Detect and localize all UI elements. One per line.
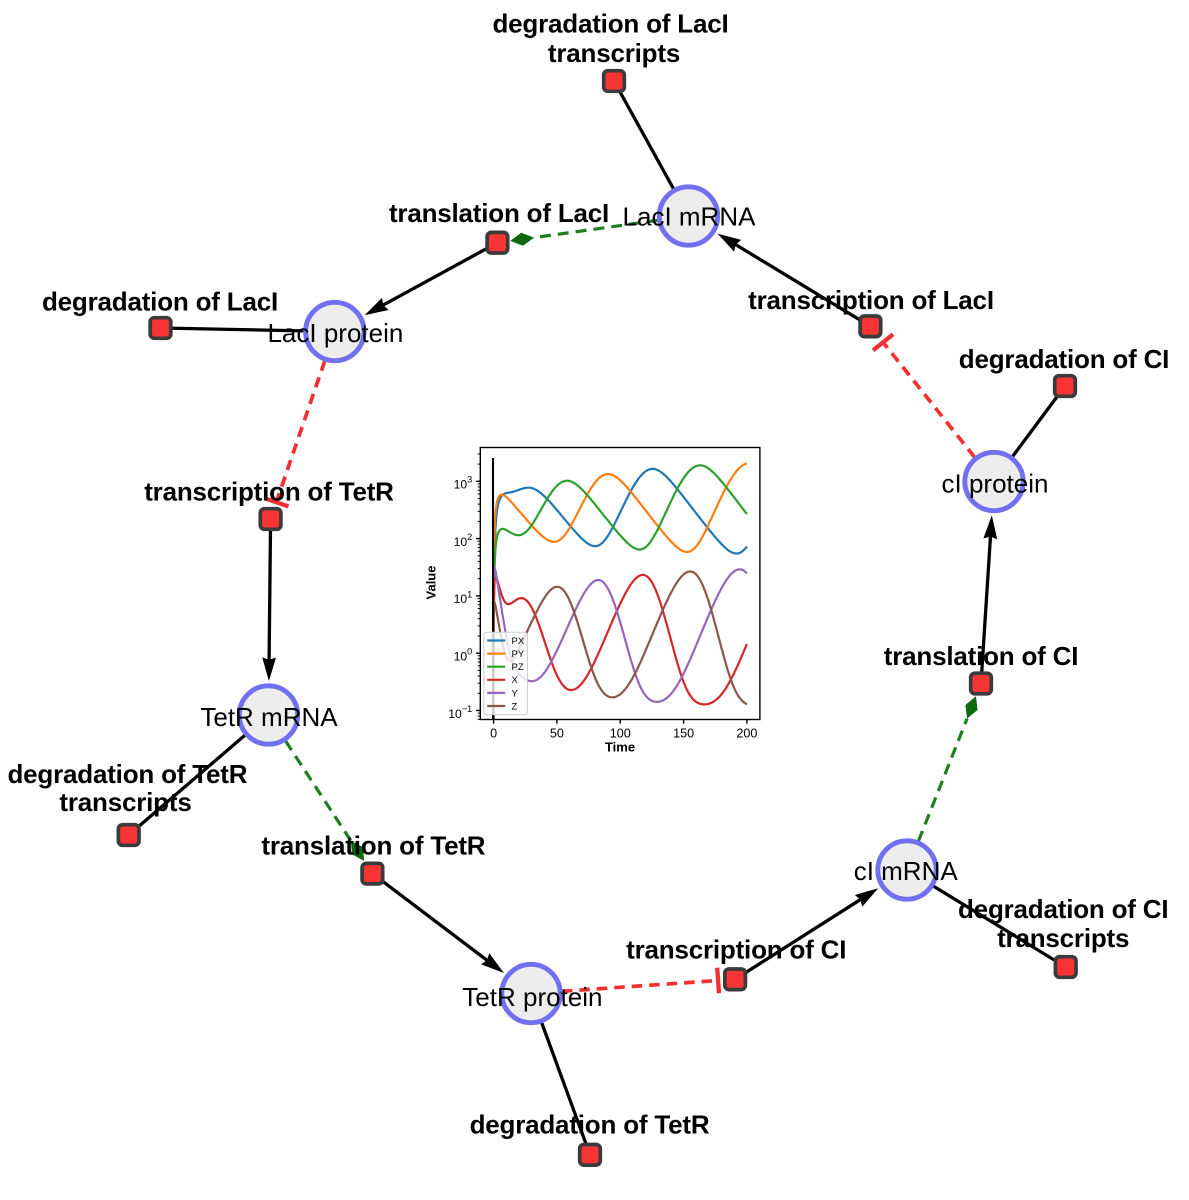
svg-text:TetR mRNA: TetR mRNA	[200, 702, 338, 732]
svg-text:degradation of LacI: degradation of LacI	[492, 9, 728, 39]
svg-text:cI protein: cI protein	[942, 468, 1049, 498]
svg-text:Z: Z	[512, 701, 518, 712]
svg-text:transcription of CI: transcription of CI	[626, 935, 846, 965]
svg-text:degradation of TetR: degradation of TetR	[470, 1110, 710, 1140]
svg-text:100: 100	[610, 726, 631, 740]
svg-text:LacI protein: LacI protein	[267, 318, 403, 348]
svg-text:Time: Time	[605, 740, 635, 755]
svg-text:TetR protein: TetR protein	[462, 982, 602, 1012]
svg-text:150: 150	[673, 726, 694, 740]
svg-text:LacI mRNA: LacI mRNA	[623, 201, 757, 231]
svg-text:degradation of CI: degradation of CI	[959, 344, 1169, 374]
svg-text:Y: Y	[512, 688, 519, 699]
svg-text:transcription of TetR: transcription of TetR	[144, 477, 394, 507]
svg-text:PZ: PZ	[512, 662, 524, 673]
svg-text:transcription of LacI: transcription of LacI	[748, 285, 994, 315]
svg-text:transcripts: transcripts	[59, 787, 191, 817]
svg-text:transcripts: transcripts	[548, 38, 680, 68]
svg-text:degradation of CI: degradation of CI	[958, 894, 1168, 924]
svg-text:PX: PX	[512, 636, 525, 647]
svg-text:PY: PY	[512, 649, 525, 660]
svg-text:translation of TetR: translation of TetR	[261, 831, 485, 861]
svg-text:transcripts: transcripts	[997, 923, 1129, 953]
svg-text:translation of LacI: translation of LacI	[389, 198, 609, 228]
svg-text:degradation of LacI: degradation of LacI	[42, 287, 278, 317]
svg-text:translation of CI: translation of CI	[884, 641, 1079, 671]
svg-text:200: 200	[736, 726, 757, 740]
svg-text:degradation of TetR: degradation of TetR	[7, 759, 247, 789]
svg-text:X: X	[512, 675, 519, 686]
svg-text:50: 50	[550, 726, 564, 740]
svg-text:Value: Value	[424, 566, 439, 600]
svg-text:0: 0	[490, 726, 497, 740]
svg-text:cI mRNA: cI mRNA	[854, 856, 959, 886]
